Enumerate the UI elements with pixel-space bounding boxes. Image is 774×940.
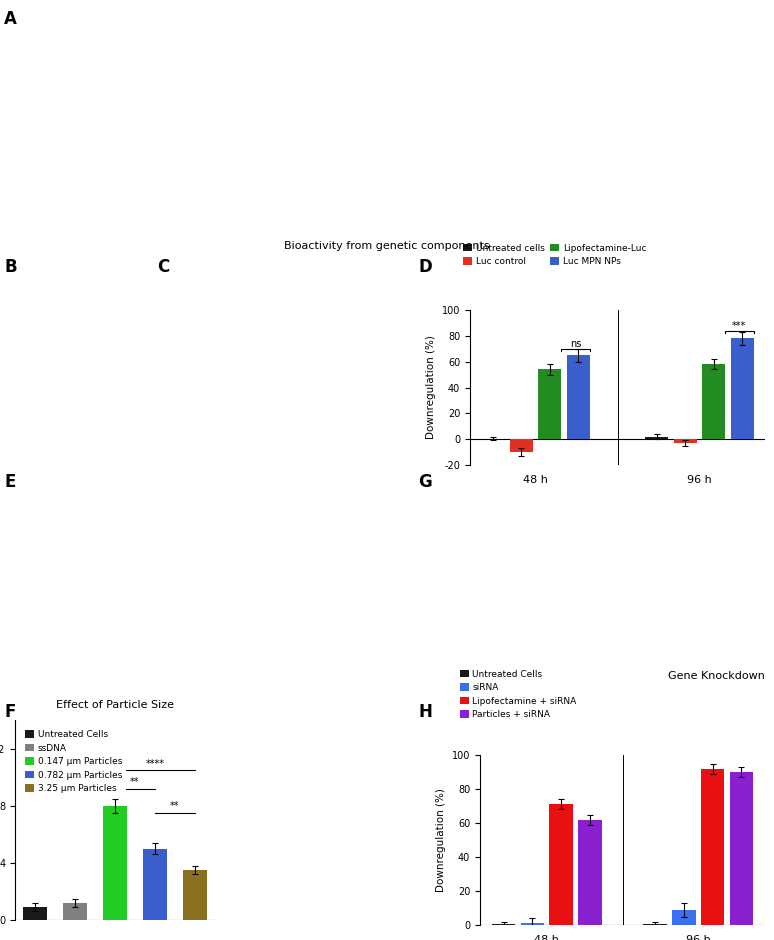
- Bar: [701, 769, 724, 925]
- Legend: Untreated Cells, siRNA, Lipofectamine + siRNA, Particles + siRNA: Untreated Cells, siRNA, Lipofectamine + …: [456, 666, 580, 723]
- Y-axis label: Downregulation (%): Downregulation (%): [437, 788, 447, 892]
- Text: **: **: [170, 802, 180, 811]
- Bar: [539, 369, 561, 439]
- Bar: [674, 439, 697, 443]
- Text: Effect of Particle Size: Effect of Particle Size: [56, 700, 174, 710]
- Legend: Untreated cells, Luc control, Lipofectamine-Luc, Luc MPN NPs: Untreated cells, Luc control, Lipofectam…: [460, 240, 650, 270]
- Text: A: A: [4, 10, 17, 28]
- Bar: [646, 436, 668, 439]
- Text: ***: ***: [732, 321, 746, 331]
- Bar: [143, 849, 167, 920]
- Text: G: G: [418, 473, 432, 491]
- Bar: [731, 338, 754, 439]
- Bar: [550, 805, 573, 925]
- Text: C: C: [157, 258, 170, 276]
- Legend: Untreated Cells, ssDNA, 0.147 μm Particles, 0.782 μm Particles, 3.25 μm Particle: Untreated Cells, ssDNA, 0.147 μm Particl…: [22, 727, 125, 797]
- Bar: [672, 910, 696, 925]
- Bar: [578, 820, 601, 925]
- Text: E: E: [4, 473, 15, 491]
- Y-axis label: Downregulation (%): Downregulation (%): [426, 336, 437, 439]
- Text: ns: ns: [570, 339, 581, 349]
- Bar: [702, 365, 725, 439]
- Bar: [521, 923, 544, 925]
- Bar: [63, 902, 87, 920]
- Text: Bioactivity from genetic components: Bioactivity from genetic components: [284, 241, 490, 251]
- Text: D: D: [418, 258, 432, 276]
- Text: Gene Knockdown: Gene Knockdown: [668, 670, 765, 681]
- Text: ****: ****: [146, 759, 165, 769]
- Text: H: H: [418, 703, 432, 721]
- Text: **: **: [130, 777, 140, 787]
- Bar: [183, 870, 207, 920]
- Text: F: F: [4, 703, 15, 721]
- Bar: [730, 772, 753, 925]
- Bar: [103, 806, 127, 920]
- Bar: [567, 355, 590, 439]
- Bar: [23, 907, 47, 920]
- Text: B: B: [4, 258, 16, 276]
- Bar: [510, 439, 533, 452]
